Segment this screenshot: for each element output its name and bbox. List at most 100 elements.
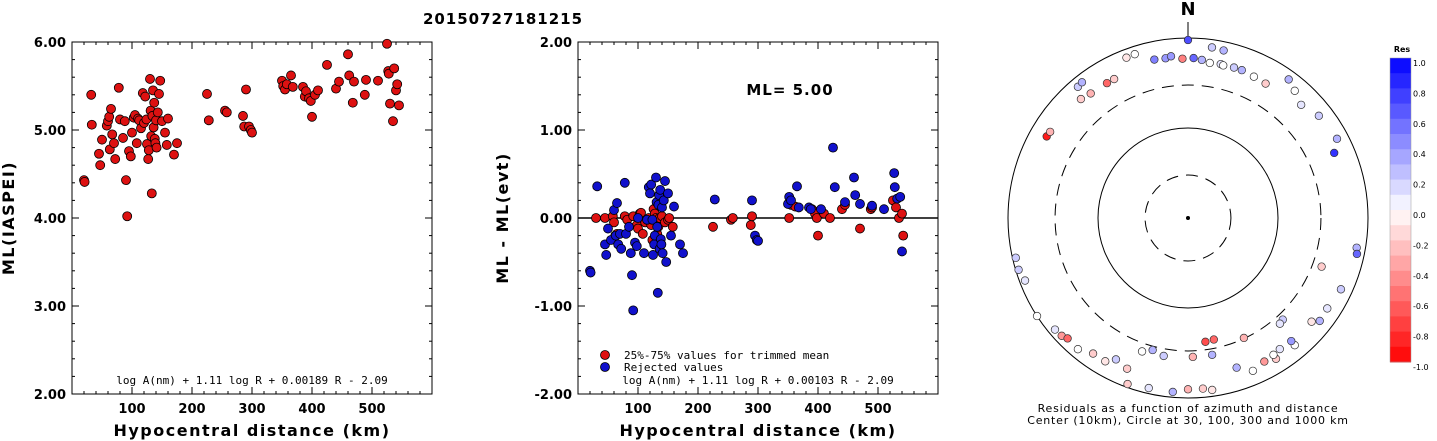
middle-panel-point <box>601 250 612 260</box>
left-panel-point <box>202 89 212 99</box>
left-panel-point <box>127 127 137 138</box>
middle-panel-point <box>657 248 668 259</box>
middle-panel-point <box>664 213 675 223</box>
left-panel-point <box>385 98 395 109</box>
left-panel-point <box>146 188 157 199</box>
middle-panel-point <box>646 179 657 190</box>
polar-point <box>1323 304 1332 313</box>
left-panel-point <box>169 149 179 160</box>
polar-point <box>1269 350 1278 359</box>
polar-point <box>1330 148 1339 158</box>
left-panel-point <box>307 111 317 122</box>
middle-panel-point <box>631 241 642 252</box>
middle-panel-ylabel: ML - ML(evt) <box>493 152 512 284</box>
left-panel-point <box>95 160 106 171</box>
middle-panel-xtick-label: 100 <box>624 402 651 417</box>
middle-panel-point <box>667 221 678 232</box>
left-panel-xtick-label: 300 <box>238 402 265 417</box>
left-panel-point <box>118 133 128 143</box>
colorbar: Res 1.0 0.8 0.6 0.4 0.2 0.0 -0.2 -0.4 -0.6 -0.8 -1… <box>1389 45 1429 372</box>
middle-panel-point <box>895 191 906 202</box>
middle-panel-ticks: 100 200 300 400 500 -2.00 -1.00 0.00 1.00 2.00 <box>535 36 938 417</box>
colorbar-cell <box>1390 58 1411 74</box>
left-panel-point <box>359 89 370 100</box>
polar-point <box>1237 66 1246 75</box>
left-panel-point <box>382 38 392 49</box>
left-panel-point <box>392 79 403 90</box>
left-panel-point <box>122 211 133 222</box>
polar-point <box>1275 344 1284 354</box>
middle-panel-xtick-label: 300 <box>744 402 771 417</box>
left-panel-formula: log A(nm) + 1.11 log R + 0.00189 R - 2.0… <box>116 374 388 387</box>
left-panel-point <box>121 175 131 186</box>
left-panel-point <box>97 134 107 145</box>
middle-panel-point <box>855 199 865 209</box>
polar-point <box>1032 311 1042 321</box>
colorbar-cell <box>1390 240 1411 257</box>
polar-point <box>1137 347 1147 356</box>
left-panel-point <box>287 81 298 92</box>
middle-panel-point <box>652 287 663 298</box>
polar-point <box>1045 127 1055 137</box>
polar-point <box>1168 387 1177 397</box>
left-panel-point <box>143 154 154 164</box>
left-panel-point <box>86 119 97 130</box>
middle-panel-ytick-label: -2.00 <box>535 388 572 403</box>
left-panel-point <box>241 84 251 95</box>
polar-point <box>1239 333 1249 343</box>
left-panel-point <box>313 85 323 96</box>
polar-point <box>1249 72 1259 81</box>
left-panel-point <box>373 75 383 86</box>
middle-panel-ytick-label: -1.00 <box>535 300 572 315</box>
left-panel-point <box>131 138 142 149</box>
middle-panel-point <box>651 172 661 183</box>
middle-panel-point <box>708 221 718 232</box>
polar-point <box>1188 352 1197 362</box>
polar-point <box>1208 385 1217 395</box>
left-panel-point <box>334 76 344 87</box>
middle-panel-points <box>585 142 909 316</box>
left-panel-point <box>394 100 404 111</box>
left-panel-xtick-label: 500 <box>358 402 385 417</box>
polar-point <box>1101 357 1110 366</box>
colorbar-cell <box>1390 331 1411 348</box>
colorbar-tick-label: 1.0 <box>1413 59 1426 68</box>
middle-panel-xtick-label: 200 <box>684 402 711 417</box>
middle-panel-point <box>666 230 676 241</box>
polar-point <box>1207 43 1217 52</box>
middle-panel-point <box>889 182 900 193</box>
colorbar-tick-label: -0.8 <box>1413 333 1429 342</box>
left-panel-point <box>154 89 164 99</box>
colorbar-tick-label: 0.0 <box>1413 211 1426 220</box>
polar-points <box>1011 35 1362 397</box>
middle-panel-point <box>633 213 643 223</box>
middle-panel-point <box>648 250 658 260</box>
left-panel-point <box>106 103 116 114</box>
middle-panel-point <box>658 195 669 206</box>
middle-panel-point <box>840 197 850 208</box>
ring-30km <box>1144 174 1232 262</box>
colorbar-frame <box>1389 57 1412 363</box>
middle-panel-point <box>828 142 838 153</box>
polar-panel: N Residuals as a function of azimuth and… <box>1007 0 1369 427</box>
colorbar-tick-label: -0.4 <box>1413 272 1429 281</box>
middle-panel-point <box>792 181 802 192</box>
left-panel-point <box>286 70 296 81</box>
middle-panel-point <box>850 190 861 201</box>
polar-point <box>1076 94 1086 104</box>
polar-point <box>1122 364 1132 373</box>
middle-panel: 100 200 300 400 500 -2.00 -1.00 0.00 1.00 2.00 ML… <box>493 36 939 440</box>
left-panel-ytick-label: 6.00 <box>34 36 66 51</box>
ring-300km <box>1054 84 1322 352</box>
polar-point <box>1332 134 1342 143</box>
left-panel-point <box>113 82 124 93</box>
middle-panel-formula: log A(nm) + 1.11 log R + 0.00103 R - 2.0… <box>622 374 894 387</box>
middle-panel-point <box>816 204 826 215</box>
left-panel-point <box>322 59 332 70</box>
polar-point <box>1207 350 1217 360</box>
polar-point <box>1198 384 1208 393</box>
legend-marker-trimmed <box>600 350 610 360</box>
middle-panel-point <box>745 220 756 230</box>
middle-panel-ytick-label: 0.00 <box>540 212 572 227</box>
polar-center <box>1186 216 1190 220</box>
